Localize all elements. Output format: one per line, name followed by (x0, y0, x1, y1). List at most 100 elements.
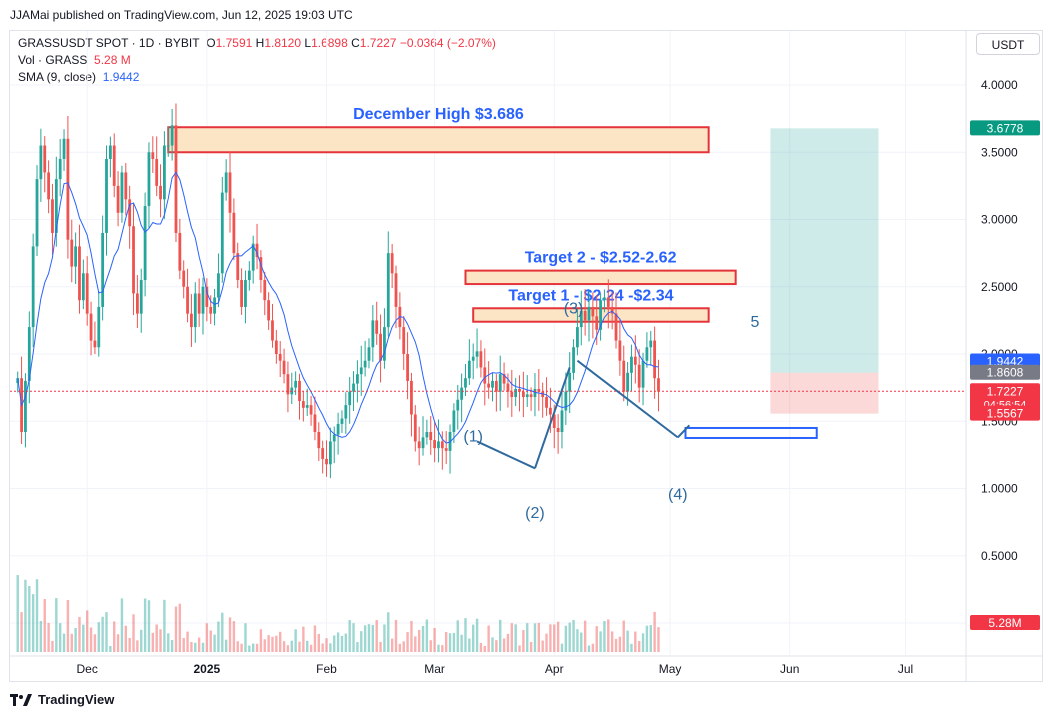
candle-body (232, 212, 236, 254)
volume-bar (529, 641, 533, 652)
candle-body (552, 414, 556, 428)
volume-bar (286, 645, 290, 652)
volume-bar (340, 635, 344, 652)
volume-bar (205, 623, 209, 652)
candle-body (259, 257, 263, 281)
volume-bar (618, 636, 622, 652)
candle-body (66, 138, 70, 240)
volume-bar (97, 622, 100, 652)
volume-bar (491, 637, 494, 652)
volume-bar (383, 624, 386, 652)
currency-button[interactable]: USDT (976, 33, 1040, 55)
candle-body (618, 340, 622, 361)
volume-bar (487, 625, 490, 652)
price-label-box (970, 405, 1040, 421)
candle-body (363, 360, 367, 368)
x-tick-label: Jun (780, 662, 799, 676)
low-value: 1.6898 (311, 36, 348, 50)
tradingview-logo[interactable]: TradingView (10, 692, 114, 707)
candle-body (178, 232, 182, 271)
candle-body (429, 432, 433, 441)
x-tick-label: Dec (77, 662, 98, 676)
price-label-value: 3.6778 (987, 121, 1024, 135)
volume-bar (213, 634, 216, 652)
candle-body (78, 246, 81, 301)
volume-bar (132, 614, 135, 652)
volume-label[interactable]: Vol · GRASS (18, 53, 88, 67)
volume-bar (429, 640, 432, 652)
volume-bar (302, 626, 305, 652)
volume-bar (20, 612, 23, 652)
volume-bar (232, 621, 236, 652)
volume-bar (317, 633, 320, 652)
candle-body (159, 185, 162, 200)
wave-label: 5 (751, 314, 760, 331)
volume-bar (626, 630, 629, 652)
candle-body (155, 158, 159, 186)
volume-bar (637, 641, 641, 652)
volume-bar (591, 643, 595, 652)
volume-bar (518, 645, 521, 652)
candle-body (321, 448, 325, 459)
candle-body (251, 243, 255, 271)
candle-body (70, 239, 74, 267)
volume-bar (502, 638, 506, 652)
candle-body (139, 280, 143, 314)
candle-body (386, 253, 390, 328)
candle-body (35, 179, 39, 247)
volume-bar (109, 645, 112, 652)
volume-bar (47, 623, 50, 652)
high-value: 1.8120 (264, 36, 302, 50)
candle-body (93, 340, 97, 348)
candle-body (309, 405, 313, 415)
y-tick-label: 4.0000 (981, 78, 1018, 92)
volume-bar (549, 624, 552, 652)
symbol-label[interactable]: GRASSUSDT SPOT · 1D · BYBIT (18, 36, 200, 50)
wave-line (677, 424, 691, 439)
volume-bar (221, 612, 224, 652)
sma-label[interactable]: SMA (9, close) (18, 70, 97, 84)
volume-bar (151, 632, 155, 652)
zone-label: Target 1 - $2.24 -$2.34 (508, 287, 673, 304)
volume-bar (244, 623, 247, 652)
candle-body (579, 310, 583, 328)
candle-body (313, 414, 317, 433)
x-tick-label: Feb (316, 662, 337, 676)
volume-bar (336, 632, 340, 652)
volume-bar (105, 612, 108, 652)
candle-body (193, 293, 197, 328)
price-label-value: 5.28M (988, 616, 1021, 630)
volume-bar (541, 640, 544, 652)
volume-bar (194, 642, 197, 652)
candle-body (359, 367, 363, 375)
volume-bar (614, 638, 618, 652)
volume-bar (39, 620, 43, 652)
price-label-box (970, 120, 1040, 136)
volume-bar (190, 642, 193, 652)
volume-bar (186, 631, 189, 652)
volume-bar (479, 643, 483, 652)
volume-bar (178, 603, 182, 652)
candle-body (433, 440, 436, 449)
volume-bar (136, 640, 139, 652)
candle-body (444, 448, 448, 451)
candle-body (190, 313, 193, 328)
candle-body (174, 125, 178, 233)
volume-bar (506, 633, 510, 652)
volume-bar (464, 618, 467, 652)
volume-bar (66, 600, 70, 652)
candle-body (271, 320, 274, 341)
candle-body (274, 340, 278, 354)
price-label-box (970, 364, 1040, 380)
candle-body (614, 313, 618, 341)
volume-bar (553, 624, 556, 652)
candle-body (85, 273, 89, 314)
candle-body (417, 441, 421, 449)
volume-bar (568, 622, 571, 652)
volume-bar (86, 610, 89, 652)
volume-bar (240, 643, 243, 652)
candle-body (135, 293, 139, 314)
wave-label: (1) (463, 428, 483, 445)
candle-body (112, 145, 116, 186)
